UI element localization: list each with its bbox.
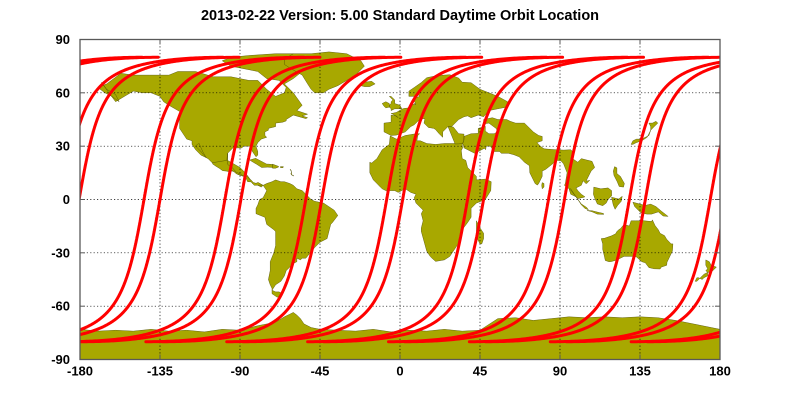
svg-text:135: 135 — [629, 364, 651, 379]
svg-text:-135: -135 — [147, 364, 173, 379]
svg-text:90: 90 — [56, 32, 70, 47]
svg-text:-90: -90 — [51, 352, 70, 367]
svg-text:-90: -90 — [231, 364, 250, 379]
svg-text:180: 180 — [709, 364, 731, 379]
svg-text:-60: -60 — [51, 299, 70, 314]
svg-text:0: 0 — [396, 364, 403, 379]
svg-text:30: 30 — [56, 139, 70, 154]
svg-text:-45: -45 — [311, 364, 330, 379]
svg-text:0: 0 — [63, 192, 70, 207]
svg-text:60: 60 — [56, 85, 70, 100]
svg-text:-30: -30 — [51, 245, 70, 260]
svg-text:90: 90 — [553, 364, 567, 379]
svg-text:-180: -180 — [67, 364, 93, 379]
svg-text:45: 45 — [473, 364, 487, 379]
svg-text:2013-02-22 Version: 5.00: 2013-02-22 Version: 5.00 Standard Daytim… — [201, 8, 599, 24]
